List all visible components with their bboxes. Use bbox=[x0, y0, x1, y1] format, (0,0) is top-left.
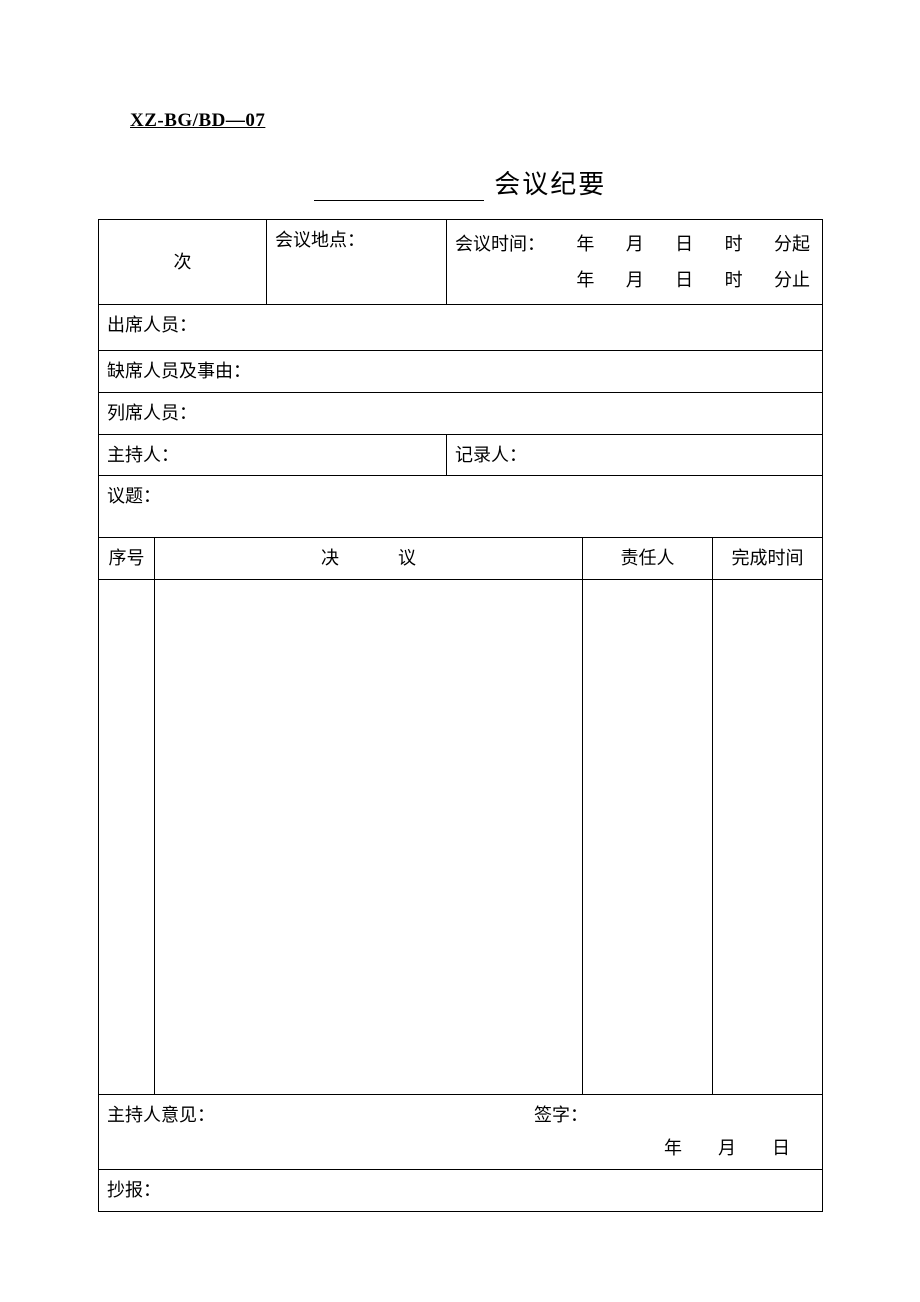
th-resolution: 决 议 bbox=[155, 538, 583, 580]
sign-year: 年 bbox=[664, 1134, 682, 1163]
nonvoting-cell: 列席人员： bbox=[99, 392, 823, 434]
recorder-label: 记录人： bbox=[455, 445, 527, 465]
th-responsible: 责任人 bbox=[583, 538, 713, 580]
time-label: 会议时间： bbox=[455, 226, 545, 262]
host-label: 主持人： bbox=[107, 445, 179, 465]
topic-cell: 议题： bbox=[99, 476, 823, 538]
time-day-2: 日 bbox=[675, 262, 693, 298]
time-year-2: 年 bbox=[576, 262, 594, 298]
location-label: 会议地点： bbox=[275, 230, 365, 250]
sign-label: 签字： bbox=[534, 1105, 588, 1125]
body-responsible bbox=[583, 580, 713, 1095]
absent-cell: 缺席人员及事由： bbox=[99, 351, 823, 393]
recorder-cell: 记录人： bbox=[447, 434, 823, 476]
time-min-start: 分起 bbox=[774, 226, 810, 262]
body-due bbox=[713, 580, 823, 1095]
time-year: 年 bbox=[576, 226, 594, 262]
attendees-label: 出席人员： bbox=[107, 315, 197, 335]
opinion-cell: 主持人意见： 签字： 年 月 日 bbox=[99, 1095, 823, 1170]
title-wrapper: 会议纪要 bbox=[98, 164, 822, 201]
document-code: XZ-BG/BD—07 bbox=[130, 110, 822, 132]
time-row-end: 会议时间： 年 月 日 时 分止 bbox=[455, 262, 814, 298]
cc-label: 抄报： bbox=[107, 1180, 161, 1200]
sign-day: 日 bbox=[772, 1134, 790, 1163]
cc-cell: 抄报： bbox=[99, 1169, 823, 1211]
time-min-end: 分止 bbox=[774, 262, 810, 298]
nonvoting-label: 列席人员： bbox=[107, 403, 197, 423]
th-resolution-1: 决 bbox=[321, 548, 339, 568]
opinion-label: 主持人意见： bbox=[107, 1101, 215, 1163]
th-seq: 序号 bbox=[99, 538, 155, 580]
title-text: 会议纪要 bbox=[494, 170, 606, 199]
time-month-2: 月 bbox=[626, 262, 644, 298]
body-resolution bbox=[155, 580, 583, 1095]
meeting-minutes-table: 次 会议地点： 会议时间： 年 月 日 时 分起 会议时间： 年 月 日 时 分… bbox=[98, 219, 823, 1212]
time-cell: 会议时间： 年 月 日 时 分起 会议时间： 年 月 日 时 分止 bbox=[447, 220, 823, 305]
time-month: 月 bbox=[626, 226, 644, 262]
sign-month: 月 bbox=[718, 1134, 736, 1163]
session-cell: 次 bbox=[99, 220, 267, 305]
location-cell: 会议地点： bbox=[267, 220, 447, 305]
time-hour-2: 时 bbox=[725, 262, 743, 298]
session-label: 次 bbox=[174, 252, 192, 272]
time-row-start: 会议时间： 年 月 日 时 分起 bbox=[455, 226, 814, 262]
absent-label: 缺席人员及事由： bbox=[107, 361, 251, 381]
host-cell: 主持人： bbox=[99, 434, 447, 476]
th-due: 完成时间 bbox=[713, 538, 823, 580]
title-blank bbox=[314, 177, 484, 201]
time-hour: 时 bbox=[725, 226, 743, 262]
time-day: 日 bbox=[675, 226, 693, 262]
attendees-cell: 出席人员： bbox=[99, 305, 823, 351]
th-resolution-2: 议 bbox=[398, 548, 416, 568]
body-seq bbox=[99, 580, 155, 1095]
topic-label: 议题： bbox=[107, 486, 161, 506]
sign-date-row: 年 月 日 bbox=[534, 1134, 814, 1163]
